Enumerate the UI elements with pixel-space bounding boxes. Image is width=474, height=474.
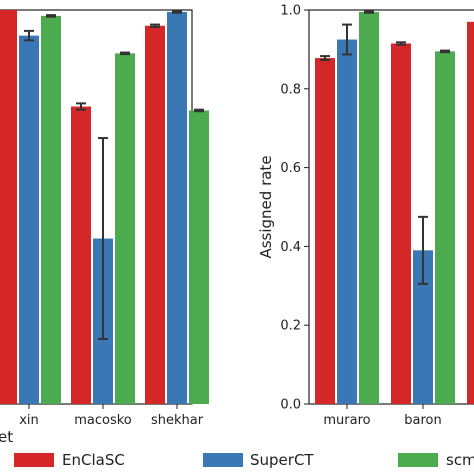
bar-enclasc-seg	[467, 21, 474, 404]
legend-swatch-superct	[203, 453, 243, 467]
y-tick-label: 0.2	[280, 319, 301, 334]
x-tick-label-baron: baron	[404, 413, 441, 428]
bar-enclasc-macosko	[71, 106, 91, 404]
x-tick-label-macosko: macosko	[74, 413, 132, 428]
chart-panel-1: xin macosko shekhar et	[0, 9, 209, 446]
bar-superct-xin	[19, 35, 39, 405]
y-tick-label: 0.8	[280, 82, 301, 97]
legend: EnClaSC SuperCT scma	[14, 451, 474, 469]
bar-scma-shekhar	[189, 110, 209, 404]
legend-label-scma: scma	[446, 451, 474, 469]
y-tick-label: 0.4	[280, 240, 301, 255]
legend-swatch-scma	[398, 453, 438, 467]
x-tick-label-shekhar: shekhar	[151, 413, 204, 428]
bar-enclasc-xin	[0, 10, 17, 404]
bar-superct-shekhar	[167, 11, 187, 404]
bar-enclasc-baron	[391, 43, 411, 405]
x-axis-label: et	[0, 428, 13, 446]
bar-scma-xin	[41, 15, 61, 404]
legend-label-enclasc: EnClaSC	[62, 451, 125, 469]
y-tick-label: 1.0	[280, 4, 301, 19]
y-axis-label: Assigned rate	[257, 155, 275, 258]
bar-enclasc-muraro	[315, 58, 335, 405]
bar-superct-baron	[413, 250, 433, 404]
x-tick-label-muraro: muraro	[323, 413, 370, 428]
bar-enclasc-shekhar	[145, 25, 165, 404]
x-tick-label-xin: xin	[19, 413, 39, 428]
y-tick-label: 0.0	[280, 398, 301, 413]
bar-scma-baron	[435, 51, 455, 405]
bar-superct-muraro	[337, 39, 357, 405]
bar-scma-muraro	[359, 11, 379, 404]
y-tick-label: 0.6	[280, 161, 301, 176]
legend-label-superct: SuperCT	[250, 451, 314, 469]
legend-swatch-enclasc	[14, 453, 54, 467]
bar-scma-macosko	[115, 53, 135, 405]
chart-panel-2: 0.0 0.2 0.4 0.6 0.8 1.0 Assigned rate muraro bar…	[257, 4, 474, 428]
